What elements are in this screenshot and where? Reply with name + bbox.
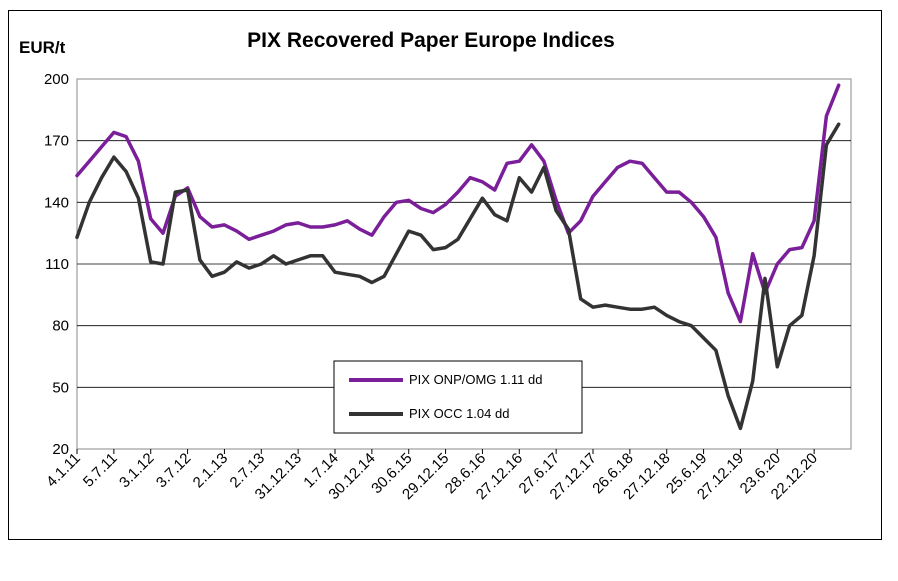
legend-box	[333, 360, 583, 434]
chart-frame: PIX Recovered Paper Europe Indices EUR/t…	[8, 10, 882, 540]
y-tick-label: 140	[44, 194, 69, 211]
y-axis-label: EUR/t	[19, 38, 66, 57]
x-tick-label: 2.1.13	[190, 450, 232, 492]
series-line-onp-omg	[75, 83, 841, 324]
gridlines	[77, 140, 851, 388]
series-lines	[75, 83, 841, 431]
legend: PIX ONP/OMG 1.11 dd PIX OCC 1.04 dd	[333, 360, 583, 434]
legend-label-occ: PIX OCC 1.04 dd	[409, 406, 509, 421]
x-tick-label: 3.7.12	[153, 450, 195, 492]
y-tick-label: 50	[52, 379, 69, 396]
y-tick-label: 80	[52, 318, 69, 335]
x-tick-label: 3.1.12	[116, 450, 158, 492]
x-tick-labels: 4.1.115.7.113.1.123.7.122.1.132.7.1331.1…	[43, 449, 821, 503]
legend-label-onp: PIX ONP/OMG 1.11 dd	[409, 372, 542, 387]
y-tick-label: 170	[44, 133, 69, 150]
x-tick-label: 5.7.11	[80, 450, 121, 491]
line-chart: PIX Recovered Paper Europe Indices EUR/t…	[19, 29, 852, 503]
y-tick-label: 110	[45, 256, 69, 273]
y-tick-label: 200	[44, 71, 69, 88]
y-tick-label: 20	[52, 441, 69, 458]
y-tick-labels: 20 50 80 110 140 170 200	[44, 71, 69, 458]
series-line-occ	[75, 122, 841, 431]
chart-title: PIX Recovered Paper Europe Indices	[247, 29, 615, 52]
